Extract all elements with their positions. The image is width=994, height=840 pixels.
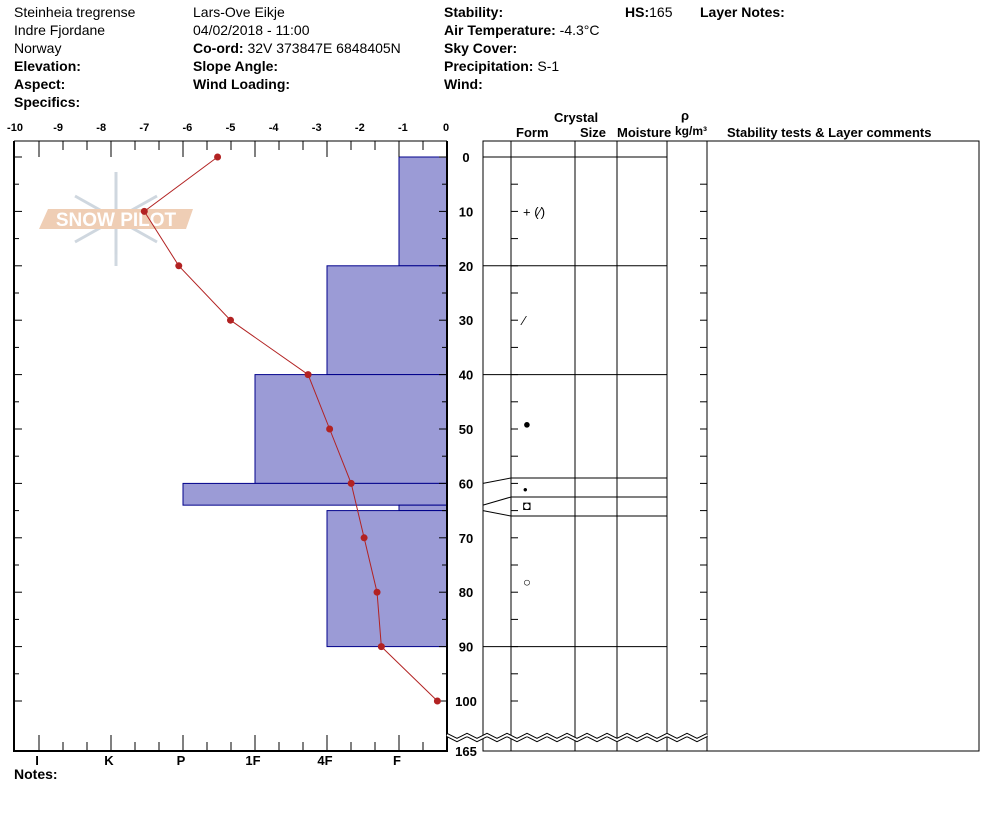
temperature-point — [214, 153, 222, 161]
crystal-form-symbol: • — [523, 482, 528, 497]
layer-notes-label: Layer Notes: — [700, 4, 785, 20]
stability-header: Stability tests & Layer comments — [727, 125, 932, 140]
hardness-tick-label: K — [104, 753, 114, 768]
hardness-tick-label: 1F — [245, 753, 260, 768]
precip-value: S-1 — [537, 58, 560, 74]
hardness-tick-label: I — [35, 753, 39, 768]
depth-tick-label: 80 — [459, 585, 473, 600]
depth-tick-label: 0 — [462, 150, 469, 165]
layer-boundary — [482, 496, 667, 506]
depth-tick-label: 30 — [459, 313, 473, 328]
temperature-point — [304, 371, 312, 379]
temperature-point — [227, 316, 234, 324]
temperature-point — [377, 643, 385, 651]
temp-tick-label: -3 — [312, 122, 322, 134]
form-header: Form — [516, 125, 549, 140]
depth-tick-label: 20 — [459, 259, 473, 274]
depth-tick-label: 10 — [459, 204, 473, 219]
coord-value: 32V 373847E 6848405N — [247, 40, 401, 56]
depth-tick-label: 40 — [459, 368, 473, 383]
notes-label: Notes: — [14, 766, 58, 782]
hardness-bar — [326, 510, 448, 648]
specifics-label: Specifics: — [14, 94, 81, 110]
precip-label: Precipitation: — [444, 58, 534, 74]
size-header: Size — [580, 125, 607, 140]
crystal-form-symbol: ◘ — [523, 498, 531, 513]
datetime: 04/02/2018 - 11:00 — [193, 22, 310, 38]
layer-boundary — [482, 510, 667, 517]
temp-tick-label: -4 — [269, 122, 280, 134]
observer: Lars-Ove Eikje — [193, 4, 285, 20]
crystal-form-symbol: ⁄ — [520, 313, 527, 328]
watermark-text: SNOW PILOT — [56, 210, 177, 231]
elevation-label: Elevation: — [14, 58, 81, 74]
crystal-form-symbol: ● — [523, 417, 531, 432]
slope-label: Slope Angle: — [193, 58, 279, 74]
depth-break-label: 165 — [455, 744, 477, 759]
aspect-label: Aspect: — [14, 76, 66, 92]
hs-value: 165 — [649, 4, 673, 20]
temp-tick-label: -6 — [183, 122, 193, 134]
depth-tick-label: 50 — [459, 422, 473, 437]
temp-tick-label: -7 — [139, 122, 149, 134]
density-unit-header: kg/m³ — [675, 124, 708, 138]
temp-tick-label: 0 — [443, 122, 449, 134]
temperature-point — [360, 534, 368, 542]
location: Steinheia tregrense — [14, 4, 136, 20]
crystal-header: Crystal — [554, 110, 599, 125]
coord-label: Co-ord: — [193, 40, 244, 56]
stability-label: Stability: — [444, 4, 504, 20]
hs-label: HS: — [625, 4, 650, 20]
layer-boundary — [482, 477, 667, 484]
temp-tick-label: -5 — [226, 122, 236, 134]
temp-tick-label: -10 — [7, 122, 23, 134]
rho-header: ρ — [681, 108, 690, 123]
wind-label: Wind: — [444, 76, 483, 92]
hardness-tick-label: F — [393, 753, 401, 768]
temperature-point — [175, 262, 183, 270]
air-temp-value: -4.3°C — [559, 22, 600, 38]
temperature-point — [433, 697, 441, 705]
temp-tick-label: -8 — [96, 122, 106, 134]
temperature-point — [326, 425, 334, 433]
depth-tick-label: 90 — [459, 640, 473, 655]
layer-table-frame — [482, 140, 980, 752]
country: Norway — [14, 40, 62, 56]
crystal-form-symbol: ○ — [523, 574, 531, 589]
hardness-tick-label: P — [177, 753, 186, 768]
temp-tick-label: -2 — [355, 122, 365, 134]
depth-tick-label: 100 — [455, 694, 477, 709]
depth-tick-label: 70 — [459, 531, 473, 546]
hardness-bar — [182, 482, 448, 506]
hardness-bar — [398, 504, 448, 512]
crystal-form-symbol: + (⁄) — [523, 204, 545, 219]
temperature-point — [140, 207, 148, 215]
air-temp-label: Air Temperature: — [444, 22, 556, 38]
depth-tick-label: 60 — [459, 476, 473, 491]
sky-label: Sky Cover: — [444, 40, 518, 56]
temperature-point — [373, 588, 381, 596]
moisture-header: Moisture — [617, 125, 672, 140]
hardness-bar — [326, 265, 448, 376]
axis-break-zigzag-inner — [446, 733, 708, 742]
wind-loading-label: Wind Loading: — [193, 76, 291, 92]
temp-tick-label: -9 — [53, 122, 63, 134]
temperature-point — [347, 479, 355, 487]
region: Indre Fjordane — [14, 22, 106, 38]
hardness-bar — [254, 374, 448, 484]
hardness-tick-label: 4F — [317, 753, 332, 768]
temp-tick-label: -1 — [398, 122, 408, 134]
